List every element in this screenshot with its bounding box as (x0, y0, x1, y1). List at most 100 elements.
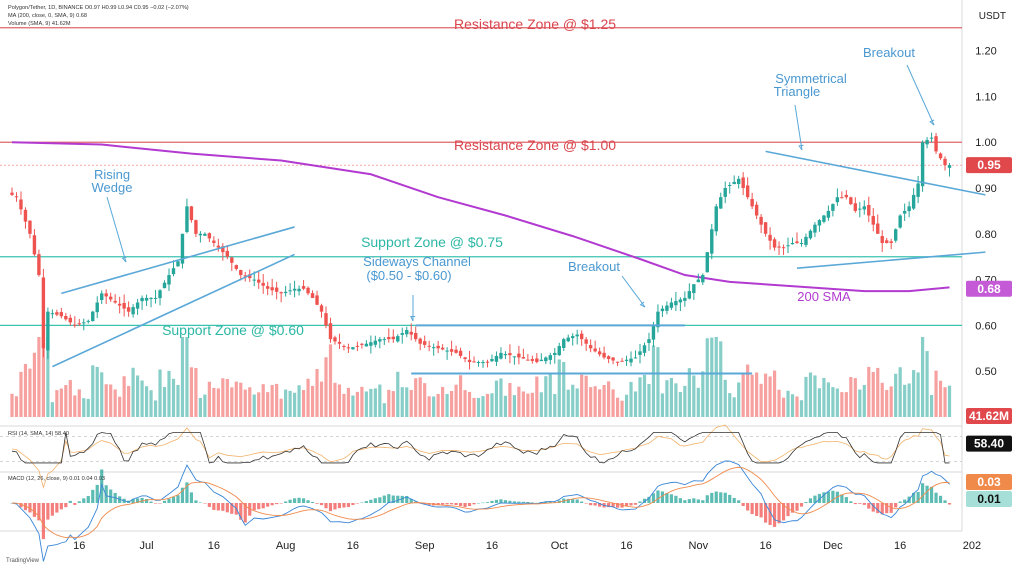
volume-bar (916, 372, 920, 417)
candle (817, 219, 822, 232)
candle-body (378, 339, 382, 342)
volume-bar (490, 393, 494, 417)
candle (611, 356, 615, 365)
candle (454, 345, 458, 354)
candle (853, 197, 858, 213)
candle-body (916, 183, 920, 197)
macd-histogram-bar (746, 503, 750, 511)
volume-bar (378, 384, 382, 417)
breakout-label-1: Breakout (568, 259, 620, 274)
macd-histogram-bar (947, 503, 952, 505)
candle-body (705, 252, 709, 273)
candle-body (265, 286, 270, 289)
candle-body (113, 300, 117, 303)
candle (867, 196, 871, 223)
candle-body (342, 346, 346, 348)
candle-body (638, 351, 642, 355)
candle (633, 350, 638, 359)
macd-histogram-bar (360, 502, 364, 504)
candle-body (490, 358, 494, 362)
volume-bar (270, 385, 274, 417)
macd-histogram-bar (37, 503, 41, 521)
volume-value-badge-bg (966, 408, 1012, 424)
wedge-lower-line (52, 253, 295, 368)
candle-body (893, 229, 898, 241)
candle-body (198, 233, 203, 236)
candle (140, 295, 144, 310)
candle-body (597, 351, 602, 355)
candle (844, 190, 849, 200)
candle (620, 357, 624, 362)
volume-bar (333, 382, 337, 417)
macd-histogram-bar (266, 503, 270, 507)
macd-histogram-bar (526, 502, 530, 503)
volume-bar (50, 402, 54, 417)
candle-body (736, 178, 741, 184)
macd-histogram-bar (176, 495, 180, 503)
candle-body (436, 345, 440, 349)
volume-bar (737, 382, 741, 417)
volume-bar (10, 393, 14, 417)
candle (647, 332, 651, 351)
candle (674, 292, 678, 311)
symmetrical-triangle-label: Symmetrical (775, 71, 847, 86)
rising-wedge-label: Wedge (92, 180, 133, 195)
candle (934, 132, 938, 155)
candle (68, 314, 73, 326)
candle-body (68, 317, 73, 323)
macd-histogram-bar (445, 503, 449, 505)
volume-bar (239, 382, 243, 417)
candle (41, 268, 46, 358)
volume-bar (858, 389, 862, 417)
candle-body (768, 234, 772, 241)
candle-body (37, 254, 41, 276)
candle-body (117, 303, 122, 306)
volume-bar (790, 394, 795, 417)
volume-bar (777, 389, 781, 417)
volume-bar (180, 337, 185, 417)
volume-bar (396, 371, 400, 417)
macd-histogram-bar (405, 496, 409, 503)
candle (898, 214, 902, 229)
candle-body (862, 206, 866, 210)
candle-body (902, 210, 907, 214)
time-tick-label: 202 (963, 540, 981, 552)
macd-histogram-bar (301, 498, 306, 503)
macd-histogram-bar (580, 501, 584, 503)
volume-bar (458, 375, 463, 417)
candle-body (732, 181, 736, 185)
candle (337, 333, 342, 349)
candle-body (427, 345, 431, 347)
volume-bar (719, 341, 723, 417)
candle (315, 290, 319, 306)
candle-body (225, 250, 230, 257)
candle (723, 181, 727, 204)
volume-bar (436, 393, 440, 417)
volume-bar (683, 385, 687, 417)
candle-body (23, 209, 28, 222)
volume-bar (382, 403, 386, 417)
macd-histogram-bar (611, 503, 615, 507)
candle (741, 172, 745, 196)
macd-histogram-bar (728, 494, 732, 503)
volume-bar (23, 363, 28, 417)
macd-histogram-bar (297, 497, 301, 503)
candle-body (544, 357, 548, 362)
macd-histogram-bar (575, 499, 579, 503)
volume-bar (441, 386, 445, 417)
macd-histogram-bar (77, 501, 81, 503)
candle (189, 205, 194, 223)
candle-body (239, 270, 243, 276)
candle-body (920, 142, 925, 187)
macd-histogram-bar (337, 503, 342, 509)
rsi-header: RSI (14, SMA, 14) 58.40 (8, 431, 69, 437)
candle-body (167, 275, 171, 285)
candle (37, 249, 41, 277)
macd-histogram-bar (723, 492, 727, 503)
chart-header-ma: MA (200, close, 0, SMA, 9) 0.68 (8, 13, 87, 19)
breakout-arrow-1-head (639, 301, 646, 308)
volume-bar (64, 385, 68, 417)
volume-bar (571, 384, 575, 417)
candle-body (207, 233, 212, 239)
macd-histogram-bar (284, 501, 288, 503)
